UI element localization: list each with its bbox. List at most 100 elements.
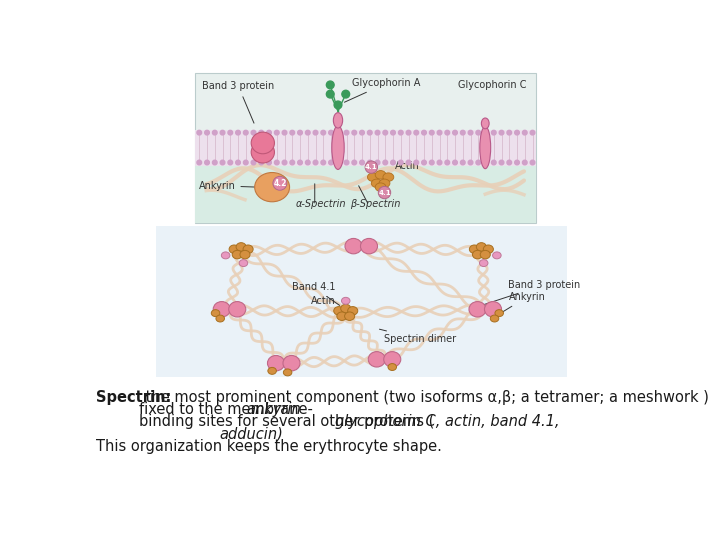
Text: ankyrin: ankyrin (246, 402, 301, 417)
Circle shape (313, 160, 318, 165)
Ellipse shape (268, 367, 276, 374)
Text: β-Spectrin: β-Spectrin (350, 199, 400, 209)
Ellipse shape (284, 369, 292, 376)
Text: binding sites for several other proteins (: binding sites for several other proteins… (139, 414, 434, 429)
Ellipse shape (368, 352, 385, 367)
Circle shape (282, 160, 287, 165)
Ellipse shape (337, 312, 347, 320)
Circle shape (499, 130, 504, 135)
Ellipse shape (332, 126, 344, 170)
Circle shape (273, 177, 287, 190)
Ellipse shape (383, 173, 394, 181)
Text: α-Spectrin: α-Spectrin (295, 199, 346, 209)
Circle shape (344, 160, 349, 165)
Circle shape (414, 160, 418, 165)
Circle shape (398, 160, 403, 165)
Circle shape (228, 160, 233, 165)
Circle shape (220, 160, 225, 165)
Circle shape (251, 130, 256, 135)
Circle shape (290, 160, 294, 165)
Bar (194, 130, 536, 166)
Ellipse shape (375, 171, 386, 179)
Ellipse shape (480, 126, 490, 168)
Circle shape (468, 160, 473, 165)
Ellipse shape (341, 298, 350, 304)
Circle shape (329, 130, 333, 135)
Circle shape (461, 160, 465, 165)
Circle shape (297, 130, 302, 135)
Circle shape (437, 160, 442, 165)
Ellipse shape (485, 301, 502, 317)
Circle shape (406, 160, 411, 165)
Ellipse shape (213, 301, 230, 317)
Circle shape (321, 130, 325, 135)
Circle shape (492, 160, 496, 165)
Ellipse shape (267, 355, 284, 371)
Circle shape (313, 130, 318, 135)
Ellipse shape (472, 251, 482, 259)
Circle shape (344, 130, 349, 135)
Circle shape (429, 130, 434, 135)
Ellipse shape (477, 242, 487, 251)
Circle shape (484, 160, 488, 165)
Text: Band 3 protein: Band 3 protein (484, 280, 581, 305)
Ellipse shape (345, 312, 355, 320)
Text: 4.2: 4.2 (273, 179, 287, 188)
Ellipse shape (482, 118, 489, 129)
Circle shape (282, 130, 287, 135)
Text: glycophorin C, actin, band 4.1,: glycophorin C, actin, band 4.1, (336, 414, 560, 429)
Circle shape (336, 160, 341, 165)
Text: Glycophorin C: Glycophorin C (458, 80, 526, 90)
Circle shape (406, 130, 411, 135)
Text: adducin): adducin) (220, 427, 283, 442)
Text: Ankyrin: Ankyrin (499, 292, 545, 314)
Text: fixed to the membrane-: fixed to the membrane- (139, 402, 318, 417)
Bar (156, 226, 567, 377)
Circle shape (507, 160, 512, 165)
Circle shape (243, 160, 248, 165)
Circle shape (453, 160, 457, 165)
Ellipse shape (480, 251, 490, 259)
Circle shape (266, 130, 271, 135)
Ellipse shape (233, 251, 243, 259)
Ellipse shape (469, 301, 486, 317)
Text: Actin: Actin (311, 296, 343, 308)
Circle shape (367, 130, 372, 135)
Circle shape (326, 90, 334, 98)
Ellipse shape (239, 260, 248, 267)
Circle shape (476, 130, 481, 135)
Circle shape (297, 160, 302, 165)
Circle shape (383, 160, 387, 165)
Ellipse shape (483, 245, 493, 253)
Ellipse shape (240, 251, 250, 259)
Circle shape (492, 130, 496, 135)
Bar (194, 166, 536, 222)
Circle shape (414, 130, 418, 135)
Circle shape (515, 160, 519, 165)
Circle shape (422, 130, 426, 135)
Ellipse shape (492, 252, 501, 259)
Circle shape (383, 130, 387, 135)
Text: 4.1: 4.1 (378, 190, 391, 195)
Circle shape (360, 160, 364, 165)
Circle shape (507, 130, 512, 135)
Ellipse shape (379, 179, 390, 187)
Circle shape (274, 130, 279, 135)
Circle shape (523, 130, 527, 135)
Circle shape (235, 160, 240, 165)
Ellipse shape (221, 252, 230, 259)
Ellipse shape (229, 245, 239, 253)
Circle shape (476, 160, 481, 165)
Ellipse shape (495, 309, 503, 316)
Circle shape (251, 160, 256, 165)
Circle shape (445, 130, 449, 135)
Circle shape (336, 130, 341, 135)
Circle shape (375, 130, 380, 135)
Ellipse shape (469, 245, 480, 253)
Circle shape (437, 130, 442, 135)
Circle shape (375, 160, 380, 165)
Circle shape (365, 161, 377, 173)
Text: Ankyrin: Ankyrin (199, 181, 256, 191)
Circle shape (243, 130, 248, 135)
Circle shape (204, 160, 210, 165)
